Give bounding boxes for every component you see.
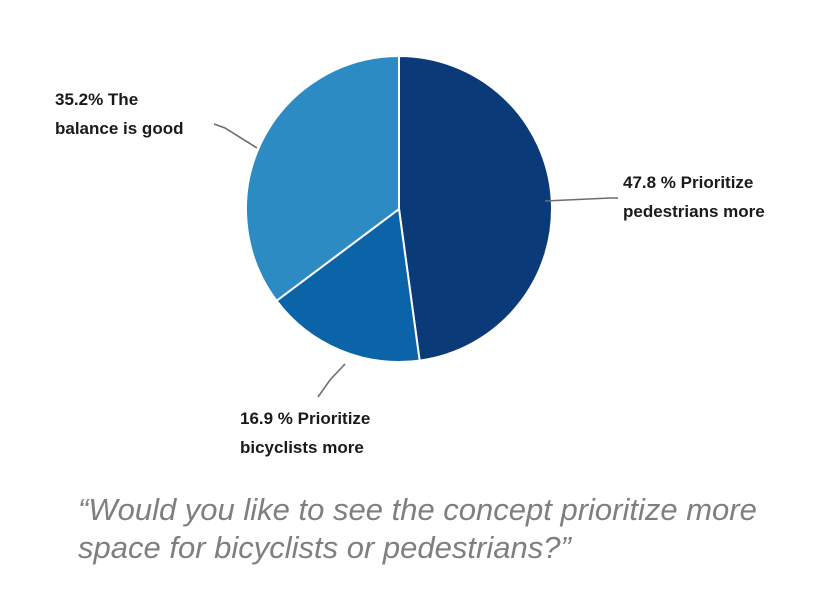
pie-slice-3: [245, 54, 400, 303]
data-label-1-line-2: pedestrians more: [623, 202, 765, 221]
data-label-3: 35.2% The balance is good: [55, 90, 183, 138]
caption-line-1: “Would you like to see the concept prior…: [78, 492, 757, 527]
leader-line-3: [213, 123, 258, 149]
slice-labels: 47.8 % Prioritize pedestrians more 16.9 % …: [55, 90, 765, 457]
data-label-1-line-1: 47.8 % Prioritize: [623, 173, 753, 192]
question-caption: “Would you like to see the concept prior…: [78, 491, 818, 567]
data-label-3-line-1: 35.2% The: [55, 90, 138, 109]
data-label-2-line-2: bicyclists more: [240, 438, 364, 457]
leader-lines: [213, 123, 618, 398]
pie-slices: [245, 54, 553, 363]
leader-line-1: [544, 197, 618, 202]
pie-slice-1: [398, 54, 553, 362]
pie-slice-2: [275, 207, 421, 363]
data-label-2-line-1: 16.9 % Prioritize: [240, 409, 370, 428]
data-label-2: 16.9 % Prioritize bicyclists more: [240, 409, 370, 457]
data-label-3-line-2: balance is good: [55, 119, 183, 138]
data-label-1: 47.8 % Prioritize pedestrians more: [623, 173, 765, 221]
caption-line-2: space for bicyclists or pedestrians?”: [78, 530, 571, 565]
leader-line-2: [317, 363, 346, 398]
